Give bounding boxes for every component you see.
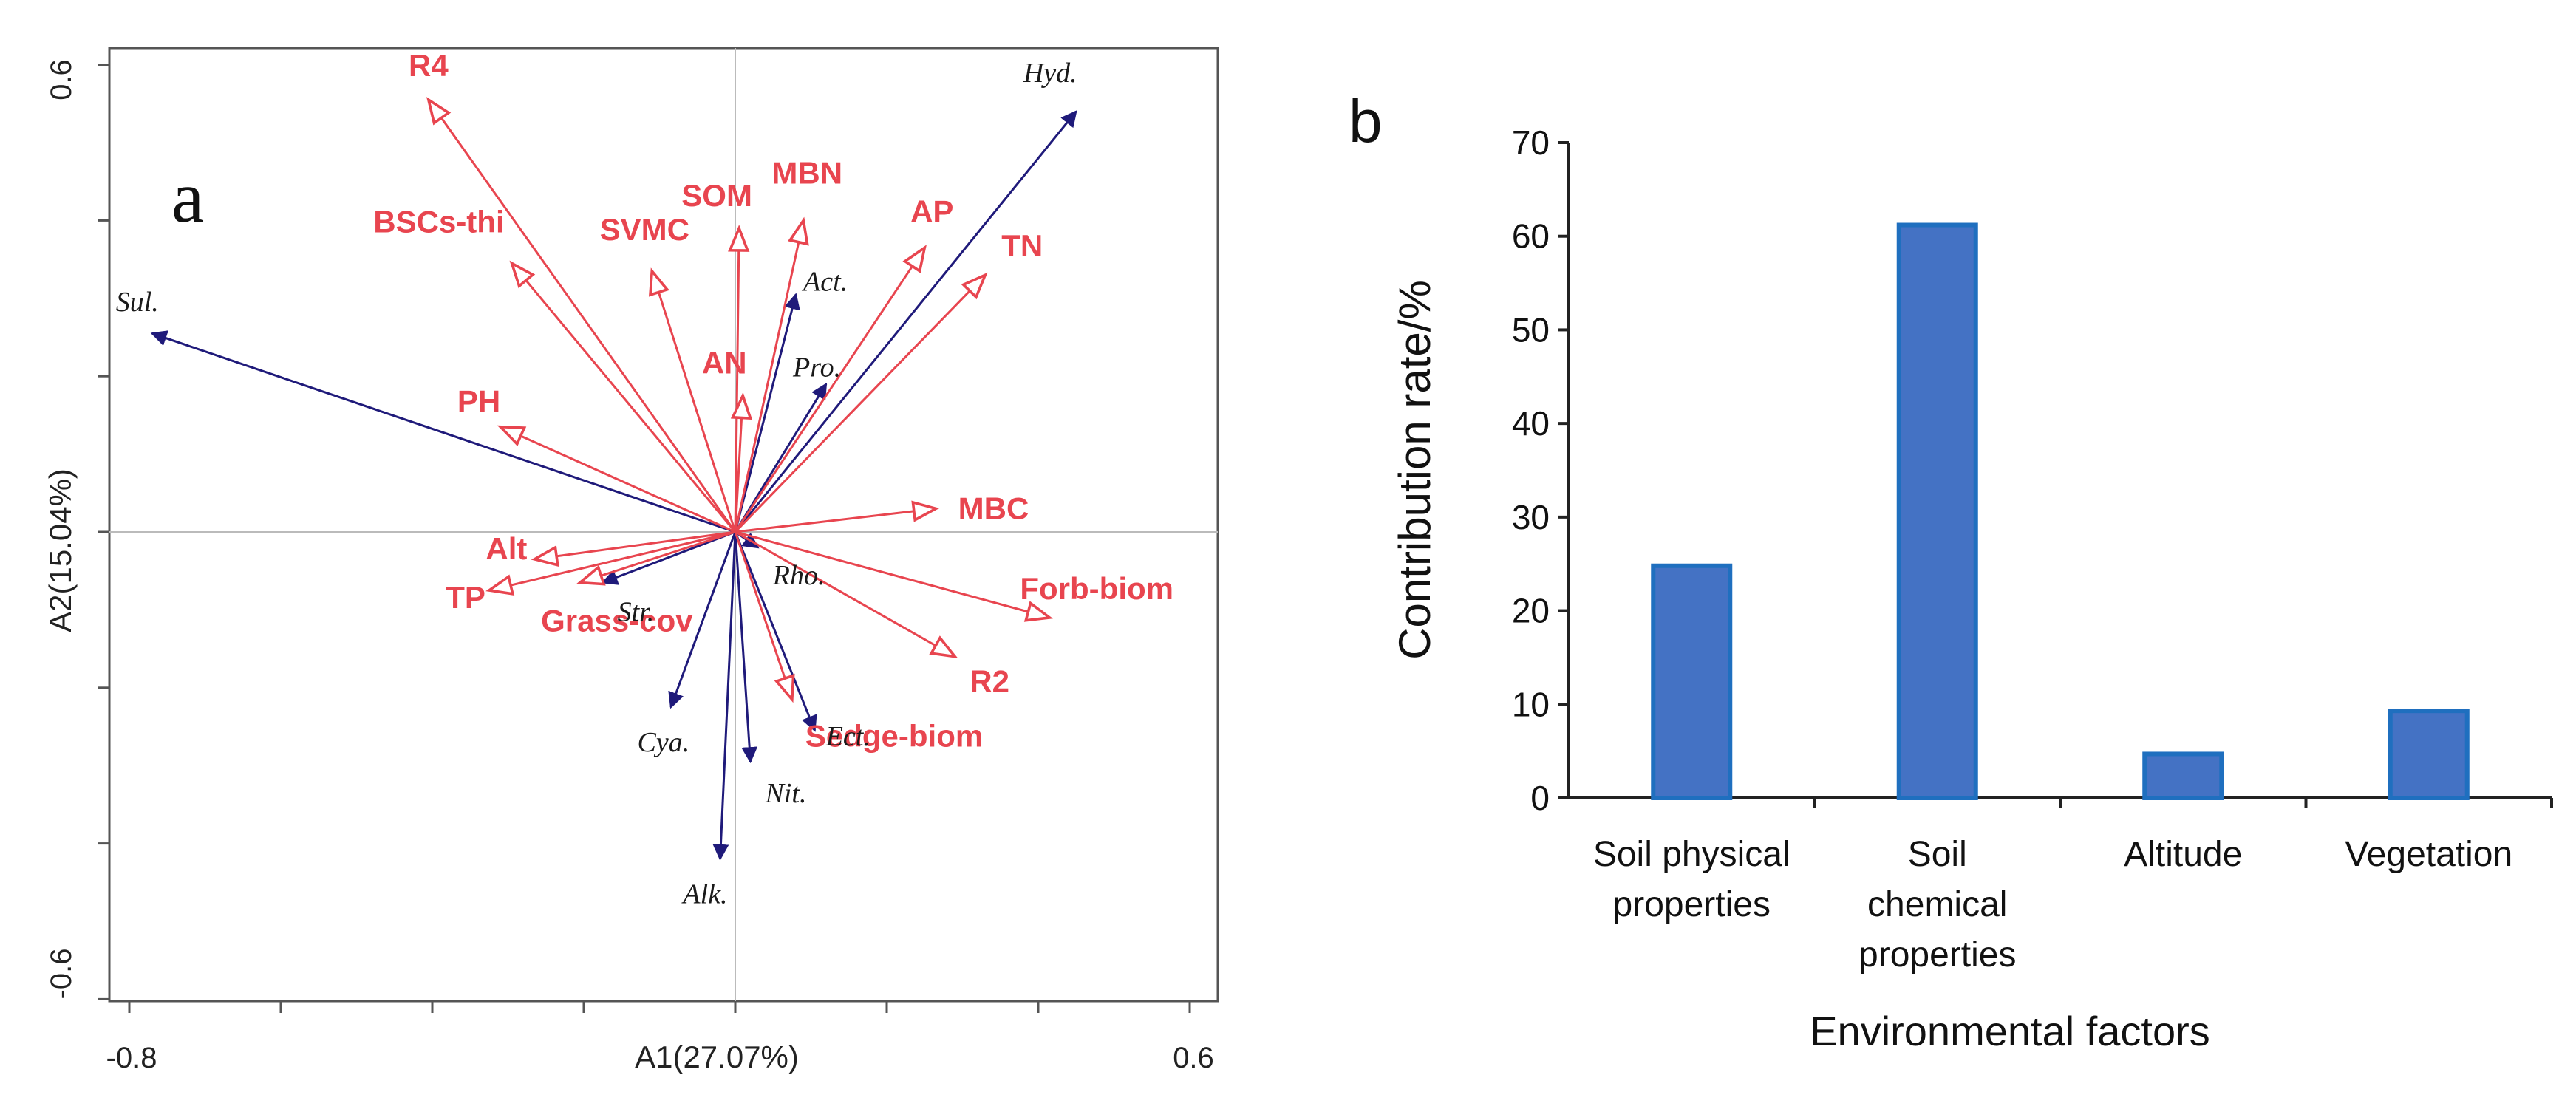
env-label-ap: AP: [910, 194, 953, 228]
category-label: properties: [1858, 935, 2016, 975]
env-vector-svmc: [648, 267, 737, 533]
species-vector-str: [601, 530, 736, 585]
y-tick-label-min: -0.6: [45, 949, 78, 1000]
env-label-mbn: MBN: [771, 155, 842, 190]
species-label-cya: Cya.: [638, 727, 690, 758]
plot-frame: [108, 47, 1219, 1003]
x-tick-label-max: 0.6: [1173, 1042, 1214, 1074]
env-label-bscs-thi: BSCs-thi: [373, 204, 504, 239]
species-vector-nit: [734, 531, 758, 764]
bar-soil-physical-properties: [1651, 563, 1733, 801]
species-vector-hyd: [734, 110, 1077, 533]
env-label-som: SOM: [681, 178, 752, 213]
species-label-act: Act.: [801, 267, 848, 298]
species-vector-alk: [712, 531, 737, 861]
env-vector-bscs-thi: [509, 260, 737, 533]
environment-vectors: [426, 97, 1054, 703]
species-label-hyd: Hyd.: [1023, 58, 1077, 89]
category-label: properties: [1613, 885, 1771, 924]
env-vector-forb-biom: [735, 530, 1054, 622]
bar-y-tick-label: 50: [1512, 310, 1550, 349]
species-label-ect: Ect.: [825, 721, 870, 752]
env-label-grass-cov: Grass-cov: [541, 604, 693, 638]
species-label-alk: Alk.: [681, 879, 727, 910]
env-vector-r4: [426, 97, 737, 533]
x-tick-label-min: -0.8: [106, 1042, 157, 1074]
bar-chart-panel: b 0 10 20 30 40 50 60 70 Soil physical propertie…: [1349, 88, 2553, 1054]
env-vector-mbn: [734, 216, 809, 533]
category-label: Soil: [1908, 835, 1967, 874]
env-label-tp: TP: [446, 580, 485, 615]
species-vector-sul: [150, 330, 736, 533]
species-label-str: Str.: [618, 597, 655, 628]
env-vector-tp: [485, 530, 736, 596]
env-vector-r2: [735, 530, 958, 659]
env-vector-alt: [531, 530, 736, 567]
env-vector-ph: [497, 425, 736, 533]
bar-x-ticks: [1813, 798, 2553, 808]
bar-y-tick-label: 40: [1512, 404, 1550, 443]
env-vector-som: [728, 225, 750, 533]
species-vector-ect: [734, 531, 817, 732]
category-label: Soil physical: [1593, 835, 1790, 874]
y-tick-label-max: 0.6: [45, 59, 78, 100]
rda-axis-ticks: [98, 64, 1191, 1013]
env-label-forb-biom: Forb-biom: [1020, 571, 1173, 606]
category-label: chemical: [1867, 885, 2007, 924]
species-label-rho: Rho.: [772, 560, 825, 591]
env-label-ph: PH: [457, 384, 500, 419]
category-labels: Soil physical properties Soil chemical prope…: [1593, 835, 2512, 975]
env-label-tn: TN: [1001, 228, 1043, 263]
bar-y-tick-label: 70: [1512, 123, 1550, 162]
species-vector-cya: [668, 531, 737, 709]
bar-soil-chemical-properties: [1896, 222, 1978, 801]
category-label: Vegetation: [2345, 835, 2512, 874]
bar-altitude: [2142, 751, 2224, 800]
env-vector-ap: [734, 245, 927, 533]
bars: [1651, 222, 2470, 801]
env-vector-tn: [734, 272, 988, 533]
species-label-nit: Nit.: [765, 778, 807, 809]
env-label-sedge-biom: Sedge-biom: [805, 719, 983, 754]
bar-y-tick-label: 0: [1530, 779, 1550, 817]
bar-y-tick-label: 30: [1512, 498, 1550, 536]
env-vector-sedge-biom: [734, 531, 795, 703]
x-axis-label: A1(27.07%): [635, 1040, 799, 1074]
bar-y-tick-label: 20: [1512, 592, 1550, 630]
env-label-svmc: SVMC: [600, 212, 689, 247]
bar-y-ticks: 0 10 20 30 40 50 60 70: [1512, 123, 1569, 817]
env-label-r4: R4: [409, 48, 449, 83]
env-label-an: AN: [702, 346, 747, 381]
env-vector-mbc: [735, 500, 940, 533]
category-label: Altitude: [2124, 835, 2242, 874]
species-label-pro: Pro.: [792, 352, 841, 383]
rda-biplot-panel: -0.8 0.6 0.6 -0.6 A1(27.07%) A2(15.04%) …: [43, 47, 1219, 1074]
env-label-mbc: MBC: [958, 491, 1029, 525]
env-label-r2: R2: [970, 664, 1009, 699]
bar-x-axis-label: Environmental factors: [1810, 1008, 2210, 1054]
bar-vegetation: [2388, 709, 2470, 800]
panel-letter-b: b: [1349, 88, 1383, 155]
species-vector-act: [734, 293, 800, 533]
env-vector-an: [730, 392, 753, 533]
env-vector-grass-cov: [576, 530, 736, 586]
y-axis-label: A2(15.04%): [43, 468, 78, 632]
bar-y-axis-label: Contribution rate/%: [1390, 280, 1439, 660]
species-label-sul: Sul.: [116, 287, 159, 318]
env-label-alt: Alt: [485, 531, 527, 566]
bar-y-tick-label: 10: [1512, 685, 1550, 723]
bar-y-tick-label: 60: [1512, 217, 1550, 256]
panel-letter-a: a: [171, 156, 204, 238]
